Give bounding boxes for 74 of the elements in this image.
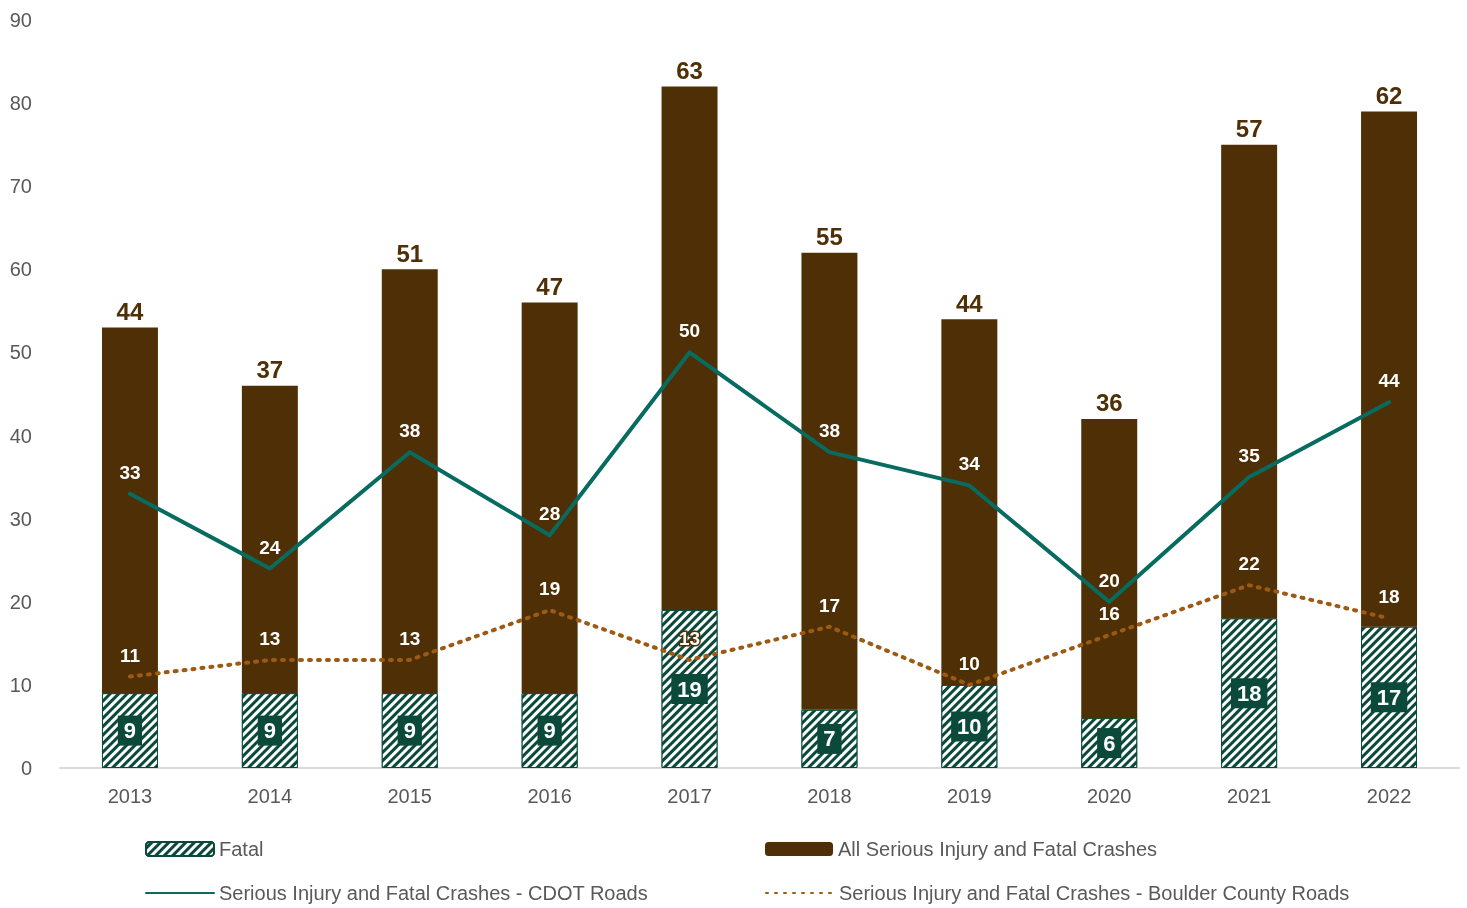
data-label: 20 <box>1098 569 1120 591</box>
data-label: 55 <box>816 223 843 251</box>
data-label: 7 <box>823 726 836 752</box>
data-label: 33 <box>119 461 141 483</box>
x-tick-label: 2013 <box>107 785 153 807</box>
data-label: 63 <box>676 56 703 84</box>
data-label: 18 <box>1236 680 1262 706</box>
data-label: 9 <box>123 718 137 744</box>
bar <box>801 252 858 710</box>
y-tick-label: 0 <box>20 757 32 779</box>
data-label: 57 <box>1235 115 1263 143</box>
data-label: 18 <box>1378 586 1400 608</box>
data-label: 38 <box>818 420 841 442</box>
data-label: 50 <box>678 320 701 342</box>
data-label: 36 <box>1095 389 1123 417</box>
data-label: 37 <box>256 356 284 384</box>
data-label: 11 <box>119 644 141 666</box>
data-label: 6 <box>1103 730 1116 756</box>
data-label: 10 <box>958 652 980 674</box>
x-tick-label: 2016 <box>527 785 572 807</box>
legend-label: Serious Injury and Fatal Crashes - Boulder County Roads <box>839 882 1350 904</box>
bar <box>1361 111 1418 627</box>
x-tick-label: 2018 <box>807 785 852 807</box>
data-label: 19 <box>539 578 561 600</box>
data-label: 44 <box>116 298 144 326</box>
data-label: 35 <box>1238 445 1261 467</box>
bar <box>661 86 718 611</box>
y-tick-label: 50 <box>9 341 32 364</box>
data-label: 44 <box>956 289 984 317</box>
x-tick-label: 2021 <box>1226 785 1272 807</box>
data-label: 9 <box>263 718 276 744</box>
y-tick-label: 40 <box>9 424 32 447</box>
data-label: 17 <box>818 594 841 616</box>
x-tick-label: 2015 <box>387 785 432 807</box>
data-label: 13 <box>259 627 281 649</box>
legend-label: Fatal <box>219 838 264 860</box>
legend-label: All Serious Injury and Fatal Crashes <box>838 838 1158 860</box>
data-label: 22 <box>1238 553 1260 575</box>
data-label: 9 <box>543 718 556 744</box>
y-tick-label: 80 <box>9 92 32 115</box>
y-tick-label: 20 <box>9 590 32 613</box>
bar <box>941 319 998 685</box>
data-label: 44 <box>1378 370 1401 392</box>
data-label: 62 <box>1375 81 1403 109</box>
x-tick-label: 2022 <box>1366 785 1412 807</box>
data-label: 13 <box>678 627 701 649</box>
data-label: 9 <box>403 718 416 744</box>
data-label: 28 <box>539 503 561 525</box>
data-label: 51 <box>396 239 424 267</box>
y-tick-label: 10 <box>9 673 32 696</box>
data-label: 47 <box>536 273 563 301</box>
y-tick-label: 90 <box>9 9 32 31</box>
legend-label: Serious Injury and Fatal Crashes - CDOT Roads <box>219 882 648 904</box>
data-label: 19 <box>677 676 702 702</box>
bar <box>241 385 298 694</box>
data-label: 24 <box>259 536 281 558</box>
data-label: 34 <box>958 453 981 475</box>
bar <box>381 269 438 694</box>
data-label: 10 <box>957 713 982 739</box>
x-tick-label: 2019 <box>947 785 992 807</box>
x-tick-label: 2017 <box>667 785 712 807</box>
data-label: 16 <box>1098 603 1120 625</box>
x-tick-label: 2014 <box>247 785 293 807</box>
bar <box>521 302 578 694</box>
bar <box>101 327 158 694</box>
y-tick-label: 70 <box>9 175 32 198</box>
y-tick-label: 60 <box>9 258 32 281</box>
x-tick-label: 2020 <box>1087 785 1132 807</box>
data-label: 13 <box>399 627 421 649</box>
data-label: 38 <box>399 420 421 442</box>
bar <box>1081 418 1138 719</box>
data-label: 17 <box>1376 684 1402 710</box>
y-tick-label: 30 <box>9 507 32 530</box>
bar <box>1221 144 1278 619</box>
